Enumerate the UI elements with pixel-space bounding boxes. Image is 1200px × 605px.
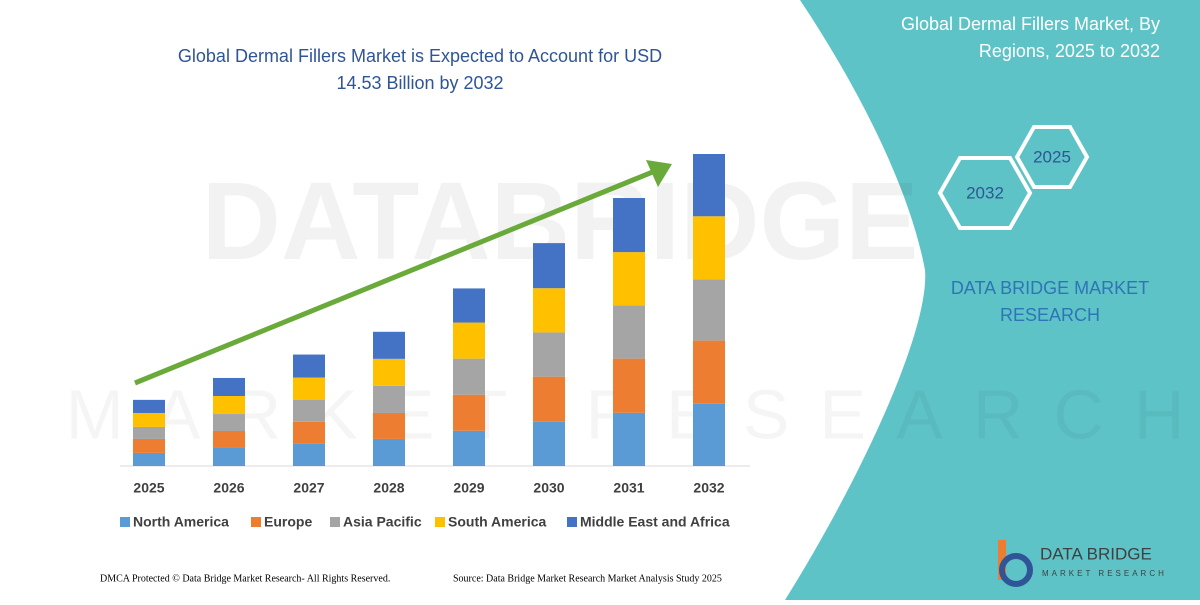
- legend-swatch: [435, 517, 445, 527]
- logo: DATA BRIDGE MARKET RESEARCH: [998, 540, 1167, 587]
- x-tick-label: 2028: [373, 480, 404, 496]
- bar-segment: [373, 331, 405, 359]
- bar-segment: [453, 288, 485, 323]
- x-tick-label: 2032: [693, 480, 724, 496]
- bar-segment: [373, 385, 405, 413]
- bar-segment: [373, 358, 405, 386]
- legend-label: North America: [133, 514, 229, 530]
- x-tick-label: 2025: [133, 480, 164, 496]
- x-tick-label: 2029: [453, 480, 484, 496]
- legend-swatch: [251, 517, 261, 527]
- bar-segment: [533, 288, 565, 333]
- x-tick-label: 2027: [293, 480, 324, 496]
- logo-tagline: MARKET RESEARCH: [1042, 569, 1167, 578]
- trend-arrowhead: [646, 160, 672, 187]
- bar-segment: [693, 216, 725, 280]
- footer-copyright: DMCA Protected © Data Bridge Market Rese…: [100, 573, 390, 584]
- panel-title: Global Dermal Fillers Market, By: [901, 14, 1160, 34]
- legend-swatch: [120, 517, 130, 527]
- legend-swatch: [330, 517, 340, 527]
- logo-icon: [998, 540, 1006, 580]
- x-tick-label: 2026: [213, 480, 244, 496]
- logo-icon: [999, 553, 1033, 587]
- bar-segment: [693, 403, 725, 466]
- brand-text: RESEARCH: [1000, 305, 1100, 325]
- logo-name: DATA BRIDGE: [1040, 544, 1152, 563]
- bar-segment: [213, 447, 245, 466]
- side-panel: [785, 0, 1200, 600]
- legend-label: Asia Pacific: [343, 514, 422, 530]
- x-tick-label: 2030: [533, 480, 564, 496]
- bars: [133, 154, 725, 466]
- legend-label: Europe: [264, 514, 312, 530]
- hexagon-label: 2032: [966, 183, 1004, 202]
- bar-segment: [213, 430, 245, 448]
- bar-segment: [533, 243, 565, 289]
- bar-segment: [373, 438, 405, 466]
- bar-segment: [453, 394, 485, 431]
- x-tick-label: 2031: [613, 480, 644, 496]
- bar-segment: [533, 332, 565, 377]
- bar-segment: [613, 305, 645, 359]
- bar-segment: [293, 421, 325, 444]
- bar-segment: [133, 399, 165, 413]
- hexagon: [937, 156, 1033, 230]
- bar-segment: [613, 198, 645, 253]
- hexagon-label: 2025: [1033, 147, 1071, 166]
- bar-segment: [453, 358, 485, 395]
- bar-segment: [133, 426, 165, 439]
- bar-segment: [293, 354, 325, 378]
- brand-text: DATA BRIDGE MARKET: [951, 278, 1149, 298]
- panel-title: Regions, 2025 to 2032: [979, 41, 1160, 61]
- bar-segment: [293, 443, 325, 466]
- footer-source: Source: Data Bridge Market Research Mark…: [453, 573, 722, 584]
- bar-segment: [133, 452, 165, 466]
- bar-segment: [613, 358, 645, 413]
- chart-title: Global Dermal Fillers Market is Expected…: [178, 46, 662, 66]
- bar-segment: [453, 430, 485, 466]
- bar-segment: [293, 399, 325, 422]
- bar-segment: [693, 154, 725, 217]
- bar-segment: [373, 412, 405, 439]
- bar-segment: [213, 377, 245, 396]
- legend-label: South America: [448, 514, 546, 530]
- bar-segment: [133, 438, 165, 453]
- bar-segment: [213, 395, 245, 415]
- hexagon: [1014, 125, 1090, 189]
- bar-segment: [613, 412, 645, 466]
- bar-segment: [533, 376, 565, 422]
- chart-title: 14.53 Billion by 2032: [336, 73, 503, 93]
- bar-segment: [613, 252, 645, 306]
- bar-segment: [213, 414, 245, 431]
- legend-label: Middle East and Africa: [580, 514, 730, 530]
- legend-swatch: [567, 517, 577, 527]
- bar-segment: [693, 279, 725, 341]
- bar-segment: [293, 377, 325, 400]
- bar-segment: [533, 421, 565, 466]
- bar-segment: [453, 322, 485, 359]
- bar-segment: [693, 340, 725, 404]
- bar-segment: [133, 412, 165, 427]
- trend-arrow: [134, 168, 656, 386]
